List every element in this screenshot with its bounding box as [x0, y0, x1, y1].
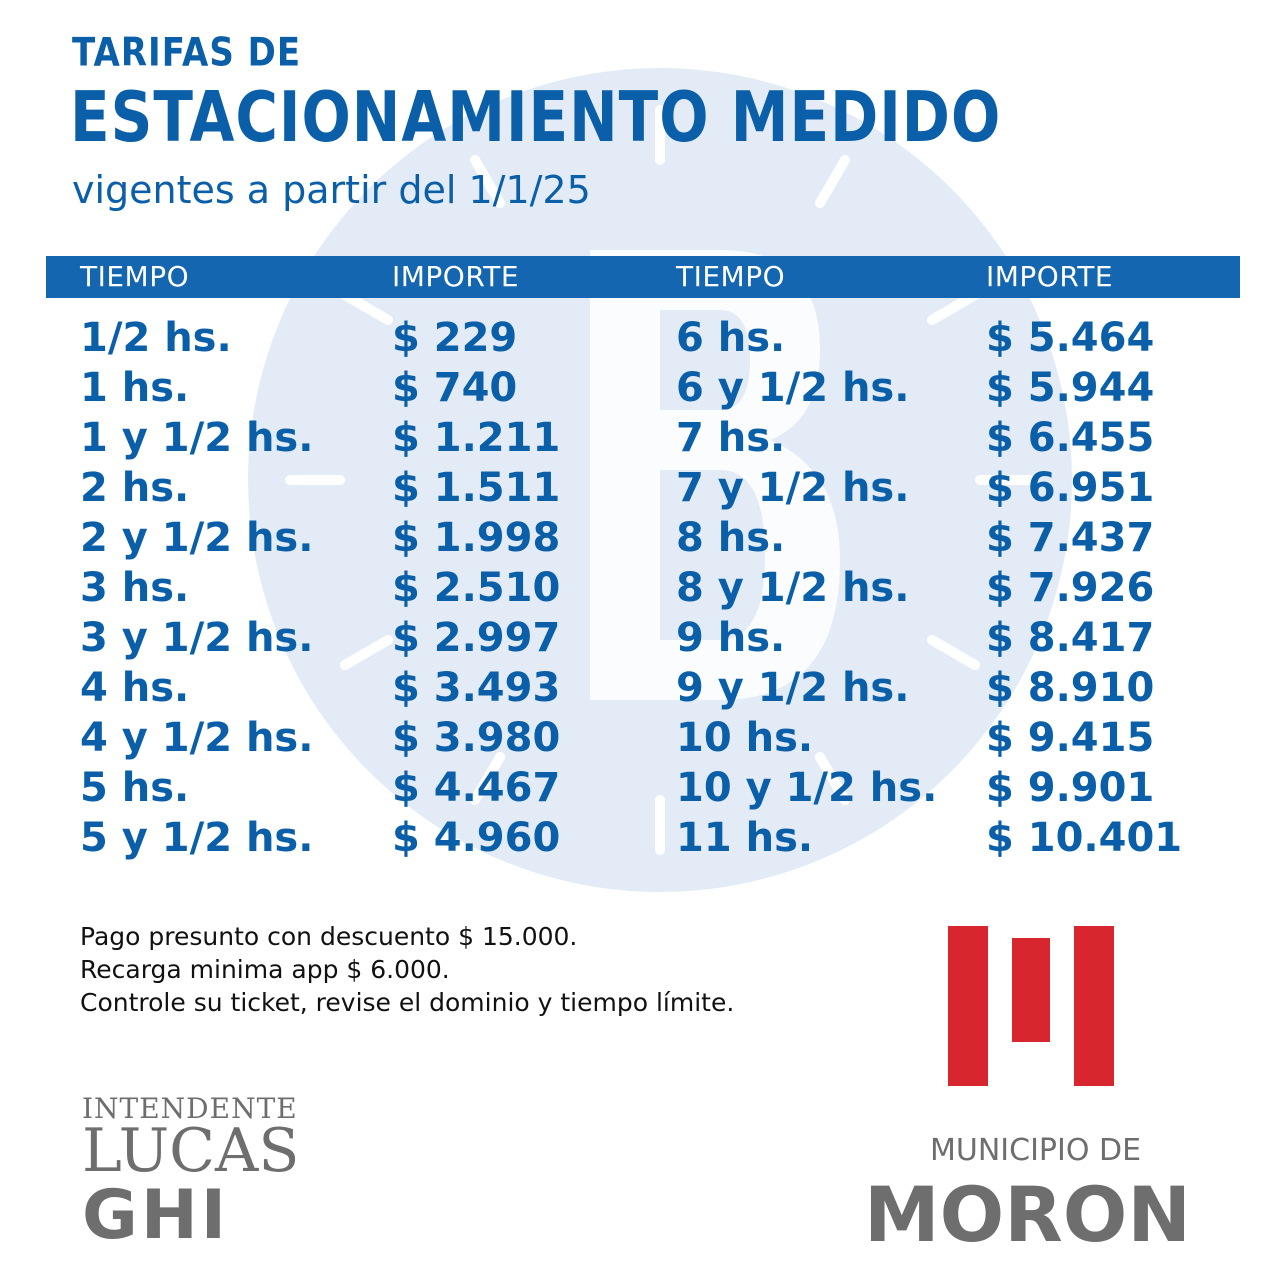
importe-cell: $ 2.997 — [392, 615, 561, 661]
table-row: 3 hs. $ 2.510 8 y 1/2 hs. $ 7.926 — [0, 565, 1276, 615]
importe-cell: $ 3.980 — [392, 715, 561, 761]
table-row: 2 y 1/2 hs. $ 1.998 8 hs. $ 7.437 — [0, 515, 1276, 565]
tiempo-cell: 1/2 hs. — [80, 315, 232, 361]
table-row: 3 y 1/2 hs. $ 2.997 9 hs. $ 8.417 — [0, 615, 1276, 665]
importe-cell: $ 9.415 — [986, 715, 1155, 761]
importe-cell: $ 229 — [392, 315, 518, 361]
importe-cell: $ 8.910 — [986, 665, 1155, 711]
table-header: TIEMPO IMPORTE TIEMPO IMPORTE — [46, 256, 1240, 298]
importe-cell: $ 5.944 — [986, 365, 1155, 411]
tiempo-cell: 6 y 1/2 hs. — [676, 365, 910, 411]
tiempo-cell: 1 y 1/2 hs. — [80, 415, 314, 461]
importe-cell: $ 4.960 — [392, 815, 561, 861]
note-recharge: Recarga minima app $ 6.000. — [80, 955, 450, 984]
importe-cell: $ 8.417 — [986, 615, 1155, 661]
importe-cell: $ 10.401 — [986, 815, 1183, 861]
title-line-2: ESTACIONAMIENTO MEDIDO — [70, 76, 1002, 158]
tiempo-cell: 2 y 1/2 hs. — [80, 515, 314, 561]
importe-cell: $ 6.455 — [986, 415, 1155, 461]
mayor-first-name: LUCAS — [82, 1116, 300, 1186]
importe-cell: $ 6.951 — [986, 465, 1155, 511]
tiempo-cell: 7 hs. — [676, 415, 786, 461]
tiempo-cell: 8 y 1/2 hs. — [676, 565, 910, 611]
tiempo-cell: 9 hs. — [676, 615, 786, 661]
tiempo-cell: 2 hs. — [80, 465, 190, 511]
importe-cell: $ 5.464 — [986, 315, 1155, 361]
table-row: 5 y 1/2 hs. $ 4.960 11 hs. $ 10.401 — [0, 815, 1276, 865]
municipality-label: MUNICIPIO DE — [930, 1133, 1142, 1168]
importe-cell: $ 7.926 — [986, 565, 1155, 611]
importe-cell: $ 1.998 — [392, 515, 561, 561]
importe-cell: $ 3.493 — [392, 665, 561, 711]
table-row: 2 hs. $ 1.511 7 y 1/2 hs. $ 6.951 — [0, 465, 1276, 515]
table-row: 5 hs. $ 4.467 10 y 1/2 hs. $ 9.901 — [0, 765, 1276, 815]
tiempo-cell: 11 hs. — [676, 815, 814, 861]
municipality-name: MORON — [864, 1170, 1191, 1259]
tiempo-cell: 1 hs. — [80, 365, 190, 411]
tiempo-cell: 3 hs. — [80, 565, 190, 611]
importe-cell: $ 1.511 — [392, 465, 561, 511]
tiempo-cell: 5 y 1/2 hs. — [80, 815, 314, 861]
subtitle: vigentes a partir del 1/1/25 — [72, 168, 591, 212]
municipio-moron-logo-icon — [948, 926, 1114, 1086]
importe-cell: $ 2.510 — [392, 565, 561, 611]
tiempo-cell: 8 hs. — [676, 515, 786, 561]
importe-cell: $ 740 — [392, 365, 518, 411]
table-row: 1 y 1/2 hs. $ 1.211 7 hs. $ 6.455 — [0, 415, 1276, 465]
tiempo-cell: 9 y 1/2 hs. — [676, 665, 910, 711]
mayor-last-name: GHI — [82, 1176, 230, 1255]
table-row: 4 hs. $ 3.493 9 y 1/2 hs. $ 8.910 — [0, 665, 1276, 715]
tiempo-cell: 3 y 1/2 hs. — [80, 615, 314, 661]
tiempo-cell: 4 y 1/2 hs. — [80, 715, 314, 761]
header-tiempo-1: TIEMPO — [80, 260, 190, 293]
table-row: 4 y 1/2 hs. $ 3.980 10 hs. $ 9.415 — [0, 715, 1276, 765]
note-ticket: Controle su ticket, revise el dominio y … — [80, 988, 735, 1017]
header-importe-1: IMPORTE — [392, 260, 520, 293]
note-discount: Pago presunto con descuento $ 15.000. — [80, 922, 578, 951]
mayor-role: INTENDENTE — [82, 1092, 298, 1125]
importe-cell: $ 7.437 — [986, 515, 1155, 561]
notes: Pago presunto con descuento $ 15.000. Re… — [80, 920, 734, 1019]
tiempo-cell: 6 hs. — [676, 315, 786, 361]
importe-cell: $ 4.467 — [392, 765, 561, 811]
table-row: 1/2 hs. $ 229 6 hs. $ 5.464 — [0, 315, 1276, 365]
title-line-1: TARIFAS DE — [72, 30, 302, 76]
header-importe-2: IMPORTE — [986, 260, 1114, 293]
table-row: 1 hs. $ 740 6 y 1/2 hs. $ 5.944 — [0, 365, 1276, 415]
importe-cell: $ 1.211 — [392, 415, 561, 461]
tiempo-cell: 10 hs. — [676, 715, 814, 761]
tiempo-cell: 7 y 1/2 hs. — [676, 465, 910, 511]
importe-cell: $ 9.901 — [986, 765, 1155, 811]
header-tiempo-2: TIEMPO — [676, 260, 786, 293]
tiempo-cell: 4 hs. — [80, 665, 190, 711]
tiempo-cell: 5 hs. — [80, 765, 190, 811]
tiempo-cell: 10 y 1/2 hs. — [676, 765, 938, 811]
